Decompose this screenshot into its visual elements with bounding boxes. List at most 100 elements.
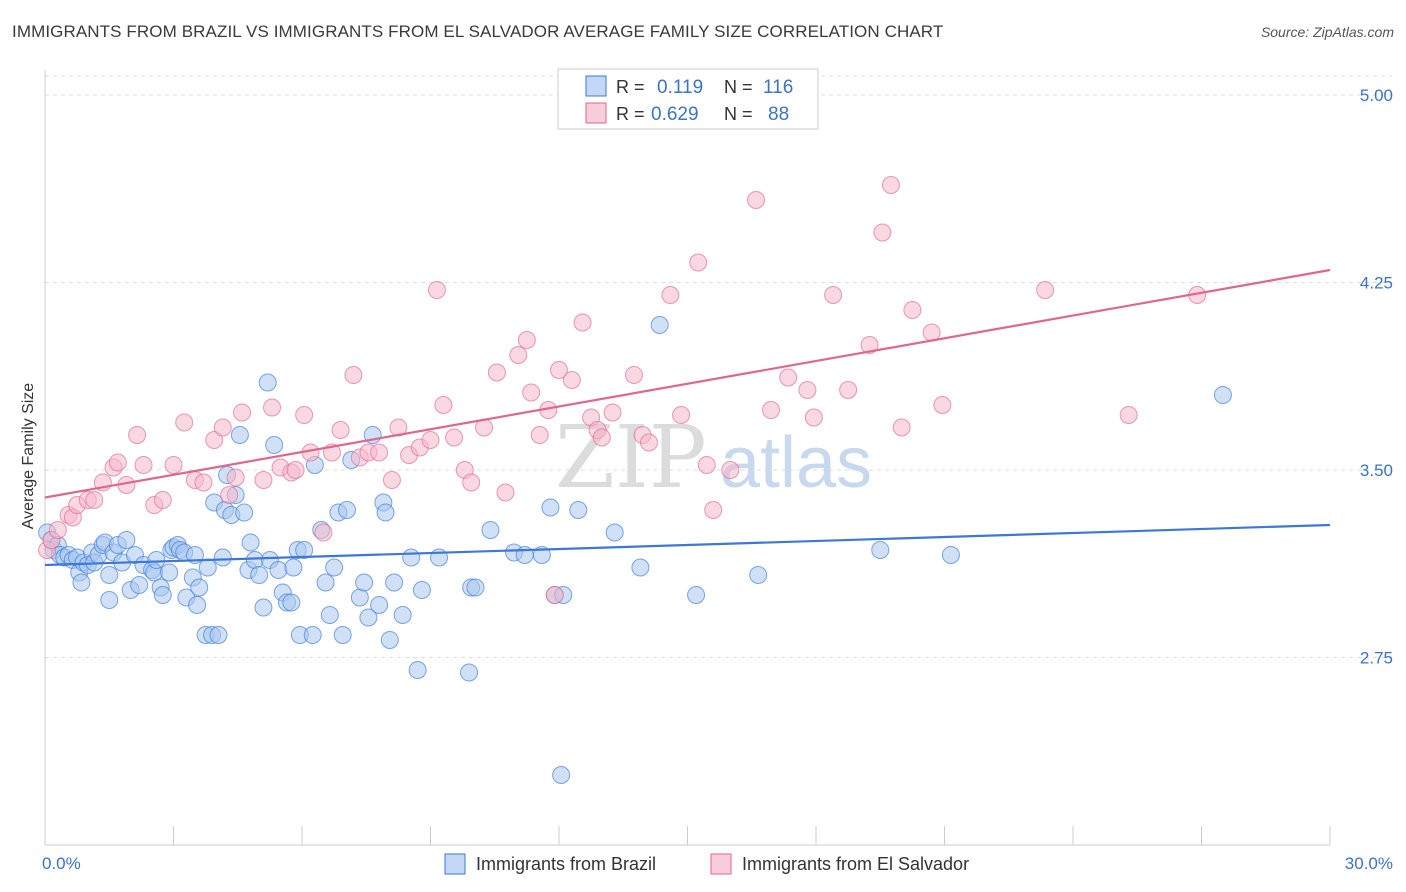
data-point bbox=[747, 191, 766, 209]
data-point bbox=[370, 443, 389, 462]
data-point bbox=[235, 503, 254, 522]
data-point bbox=[1119, 406, 1138, 424]
data-point bbox=[194, 473, 213, 492]
data-point bbox=[295, 541, 314, 559]
data-point bbox=[466, 578, 485, 597]
legend-r-value-elsalvador: 0.629 bbox=[651, 104, 699, 125]
data-point bbox=[412, 581, 431, 599]
data-point bbox=[128, 426, 147, 444]
data-point bbox=[320, 606, 339, 624]
data-point bbox=[1036, 281, 1055, 299]
legend-bottom: Immigrants from Brazil Immigrants from E… bbox=[444, 853, 969, 875]
y-axis-title: Average Family Size bbox=[20, 383, 37, 530]
data-point bbox=[903, 301, 922, 319]
legend-n-label-brazil: N = bbox=[724, 77, 753, 97]
x-tick-label-max: 30.0% bbox=[1345, 854, 1393, 873]
data-point bbox=[190, 578, 209, 597]
data-point bbox=[509, 346, 528, 364]
data-point bbox=[552, 766, 571, 784]
data-point bbox=[100, 591, 119, 609]
data-point bbox=[258, 373, 277, 392]
data-point bbox=[117, 531, 136, 549]
data-point bbox=[250, 566, 269, 584]
data-point bbox=[481, 521, 500, 539]
data-point bbox=[85, 491, 104, 509]
data-point bbox=[48, 521, 67, 539]
data-point bbox=[873, 223, 892, 242]
y-tick-labels: 2.75 3.50 4.25 5.00 bbox=[1360, 86, 1393, 668]
legend-n-label-elsalvador: N = bbox=[724, 104, 753, 124]
data-point bbox=[762, 401, 781, 419]
y-tick-label: 3.50 bbox=[1360, 461, 1393, 480]
x-tick-label-min: 0.0% bbox=[42, 854, 81, 873]
data-point bbox=[337, 501, 356, 519]
legend-n-value-brazil: 116 bbox=[763, 77, 793, 98]
data-point bbox=[631, 558, 650, 577]
trend-line bbox=[44, 268, 1331, 499]
data-point bbox=[295, 406, 314, 424]
legend-top: R = 0.119 N = 116 R = 0.629 N = 88 bbox=[557, 68, 819, 130]
data-point bbox=[421, 431, 440, 449]
data-point bbox=[164, 456, 183, 474]
data-point bbox=[427, 281, 446, 299]
data-point bbox=[603, 403, 622, 422]
data-point bbox=[380, 631, 399, 649]
data-point bbox=[100, 566, 119, 584]
data-point bbox=[804, 408, 823, 427]
data-point bbox=[496, 483, 515, 502]
data-point bbox=[331, 421, 350, 439]
data-point bbox=[892, 418, 911, 437]
data-point bbox=[160, 563, 179, 582]
data-point bbox=[350, 588, 369, 607]
data-point bbox=[661, 286, 680, 304]
data-point bbox=[286, 461, 305, 479]
data-point bbox=[933, 396, 952, 414]
data-point bbox=[213, 548, 232, 567]
legend-bottom-swatch-elsalvador bbox=[710, 853, 732, 875]
data-point bbox=[254, 471, 273, 489]
data-point bbox=[241, 533, 260, 552]
data-point bbox=[376, 503, 395, 522]
x-tick-labels: 0.0% 30.0% bbox=[42, 854, 1393, 873]
data-point bbox=[434, 396, 453, 414]
data-point bbox=[1213, 386, 1232, 404]
data-point bbox=[779, 368, 798, 387]
data-point bbox=[359, 608, 378, 627]
watermark-zip: ZIP bbox=[555, 408, 707, 508]
data-point bbox=[408, 661, 427, 679]
data-point bbox=[314, 523, 333, 542]
data-point bbox=[687, 586, 706, 604]
data-point bbox=[175, 413, 194, 432]
legend-swatch-brazil bbox=[585, 75, 607, 97]
data-point bbox=[445, 428, 464, 447]
data-point bbox=[226, 468, 245, 487]
legend-r-label-elsalvador: R = bbox=[616, 104, 645, 124]
data-point bbox=[147, 551, 166, 569]
legend-n-value-elsalvador: 88 bbox=[768, 104, 789, 125]
data-point bbox=[333, 626, 352, 644]
legend-r-label-brazil: R = bbox=[616, 77, 645, 97]
data-point bbox=[303, 626, 322, 644]
data-point bbox=[269, 561, 288, 579]
y-tick-label: 4.25 bbox=[1360, 274, 1393, 293]
trend-line bbox=[44, 523, 1331, 567]
source-label: Source: ZipAtlas.com bbox=[1260, 24, 1394, 40]
data-point bbox=[325, 558, 344, 577]
data-point bbox=[284, 558, 303, 577]
data-point bbox=[650, 316, 669, 334]
trend-lines bbox=[44, 268, 1331, 567]
data-point bbox=[134, 456, 153, 474]
data-point bbox=[230, 426, 249, 444]
data-point bbox=[672, 406, 691, 424]
data-point bbox=[522, 383, 541, 402]
data-point bbox=[605, 523, 624, 542]
data-point bbox=[153, 586, 172, 604]
axes bbox=[44, 70, 1331, 846]
data-point bbox=[265, 436, 284, 454]
data-point bbox=[624, 366, 643, 384]
legend-bottom-swatch-brazil bbox=[444, 853, 466, 875]
data-point bbox=[282, 593, 301, 612]
data-point bbox=[220, 486, 239, 504]
data-point bbox=[839, 381, 858, 399]
